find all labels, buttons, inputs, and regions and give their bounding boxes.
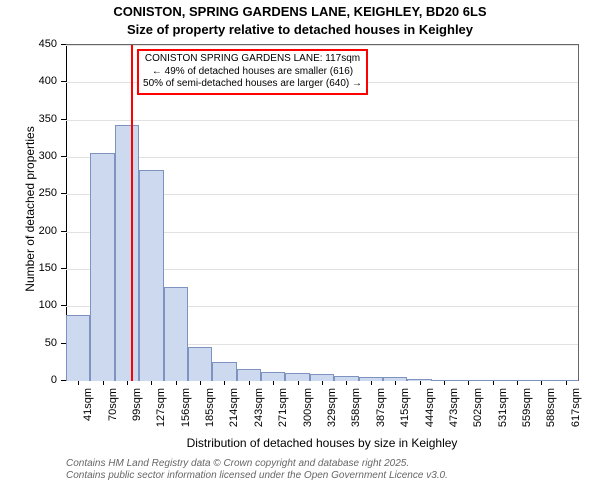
histogram-bar (334, 376, 358, 381)
xtick-label: 531sqm (497, 388, 509, 438)
xtick-label: 300sqm (302, 388, 314, 438)
ytick-mark (61, 44, 66, 45)
xtick-label: 243sqm (253, 388, 265, 438)
histogram-bar (164, 287, 188, 381)
gridline (66, 120, 578, 121)
ytick-label: 400 (0, 75, 57, 87)
histogram-bar (432, 380, 456, 381)
ytick-mark (61, 81, 66, 82)
ytick-mark (61, 268, 66, 269)
ytick-label: 150 (0, 262, 57, 274)
xtick-label: 127sqm (155, 388, 167, 438)
gridline (66, 157, 578, 158)
y-axis-label: Number of detached properties (23, 41, 37, 377)
histogram-bar (139, 170, 163, 381)
xtick-label: 214sqm (228, 388, 240, 438)
ytick-label: 100 (0, 299, 57, 311)
histogram-bar (383, 377, 407, 381)
callout-line: ← 49% of detached houses are smaller (61… (143, 66, 362, 79)
histogram-bar (285, 373, 309, 381)
histogram-bar (456, 380, 480, 381)
xtick-label: 415sqm (399, 388, 411, 438)
histogram-bar (505, 380, 529, 381)
callout-line: CONISTON SPRING GARDENS LANE: 117sqm (143, 53, 362, 66)
xtick-label: 502sqm (472, 388, 484, 438)
ytick-label: 200 (0, 225, 57, 237)
histogram-bar (407, 379, 431, 381)
xtick-label: 387sqm (375, 388, 387, 438)
ytick-label: 250 (0, 187, 57, 199)
ytick-label: 300 (0, 150, 57, 162)
ytick-mark (61, 193, 66, 194)
xtick-label: 70sqm (107, 388, 119, 438)
histogram-bar (188, 347, 212, 381)
xtick-label: 358sqm (350, 388, 362, 438)
marker-line (131, 45, 133, 381)
footer-line2: Contains public sector information licen… (66, 470, 448, 482)
plot-area: CONISTON SPRING GARDENS LANE: 117sqm← 49… (66, 44, 579, 381)
ytick-label: 50 (0, 337, 57, 349)
xtick-label: 617sqm (570, 388, 582, 438)
xtick-label: 156sqm (180, 388, 192, 438)
ytick-label: 350 (0, 113, 57, 125)
ytick-label: 0 (0, 374, 57, 386)
ytick-mark (61, 231, 66, 232)
ytick-label: 450 (0, 38, 57, 50)
histogram-bar (90, 153, 114, 381)
histogram-bar (261, 372, 285, 381)
ytick-mark (61, 305, 66, 306)
histogram-bar (310, 374, 334, 381)
xtick-label: 473sqm (448, 388, 460, 438)
xtick-label: 588sqm (545, 388, 557, 438)
histogram-bar (554, 380, 578, 381)
ytick-mark (61, 119, 66, 120)
histogram-bar (66, 315, 90, 381)
histogram-bar (529, 380, 553, 381)
xtick-label: 41sqm (82, 388, 94, 438)
histogram-bar (480, 380, 504, 381)
histogram-bar (359, 377, 383, 381)
ytick-mark (61, 156, 66, 157)
xtick-label: 185sqm (204, 388, 216, 438)
xtick-label: 99sqm (131, 388, 143, 438)
xtick-label: 271sqm (277, 388, 289, 438)
x-axis-label: Distribution of detached houses by size … (66, 436, 578, 450)
footer-text: Contains HM Land Registry data © Crown c… (66, 458, 448, 482)
xtick-label: 559sqm (521, 388, 533, 438)
chart-title-line2: Size of property relative to detached ho… (0, 22, 600, 37)
callout-line: 50% of semi-detached houses are larger (… (143, 78, 362, 91)
histogram-bar (237, 369, 261, 381)
footer-line1: Contains HM Land Registry data © Crown c… (66, 458, 448, 470)
histogram-bar (115, 125, 139, 381)
chart-container: CONISTON, SPRING GARDENS LANE, KEIGHLEY,… (0, 0, 600, 500)
histogram-bar (212, 362, 236, 381)
chart-title-line1: CONISTON, SPRING GARDENS LANE, KEIGHLEY,… (0, 4, 600, 19)
xtick-label: 329sqm (326, 388, 338, 438)
xtick-label: 444sqm (424, 388, 436, 438)
gridline (66, 45, 578, 46)
marker-callout: CONISTON SPRING GARDENS LANE: 117sqm← 49… (137, 49, 368, 95)
